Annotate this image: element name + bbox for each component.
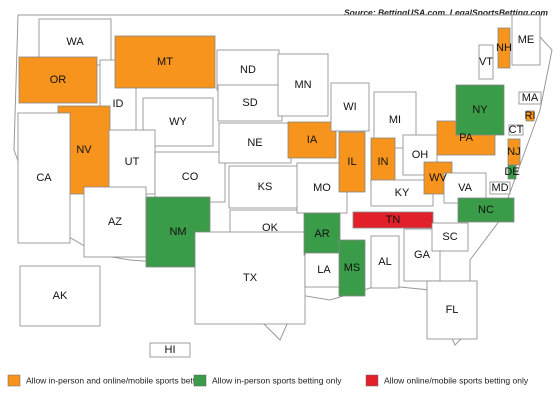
state-label: PA [459, 132, 474, 144]
state-label: WI [343, 101, 356, 113]
state-label: KY [395, 187, 410, 199]
state [518, 91, 542, 105]
state-label: NJ [507, 146, 520, 158]
state-label: NV [76, 144, 92, 156]
state [194, 231, 306, 325]
state-label: SC [442, 231, 457, 243]
state-label: NM [169, 226, 186, 238]
state-label: MT [157, 56, 173, 68]
state-label: VT [479, 56, 493, 68]
state-label: TN [386, 214, 401, 226]
state [525, 110, 535, 122]
state [277, 53, 329, 117]
state-label: MD [491, 182, 508, 194]
state-label: MA [522, 92, 539, 104]
state [497, 27, 511, 69]
state-label: MI [389, 114, 401, 126]
state-label: OH [412, 149, 429, 161]
state-label: WA [66, 36, 84, 48]
state-label: WY [169, 116, 187, 128]
state-label: RI [525, 110, 536, 122]
state [304, 252, 344, 288]
state [17, 112, 71, 244]
state-label: FL [446, 304, 459, 316]
state-label: NE [247, 137, 262, 149]
state-label: NY [472, 104, 488, 116]
legend-swatch [365, 374, 379, 387]
state [352, 211, 434, 229]
state-label: OK [262, 222, 279, 234]
state-label: AK [53, 290, 68, 302]
state [217, 84, 283, 122]
legend-label: Allow in-person and online/mobile sports… [26, 375, 207, 385]
state-label: HI [165, 344, 176, 356]
state-label: AR [314, 228, 329, 240]
state [426, 280, 478, 340]
state [218, 122, 292, 164]
state-label: GA [414, 249, 431, 261]
state-label: KS [258, 181, 273, 193]
state-label: LA [317, 264, 331, 276]
state [108, 129, 156, 195]
state-label: AL [378, 256, 391, 268]
state-label: IL [347, 156, 356, 168]
state [330, 82, 370, 132]
state-label: ND [240, 64, 256, 76]
state [114, 35, 216, 89]
state [455, 84, 505, 136]
state [228, 165, 302, 209]
state [18, 56, 98, 104]
state-label: IN [378, 156, 389, 168]
state [507, 164, 517, 180]
state-label: AZ [108, 216, 122, 228]
state-label: ID [113, 98, 124, 110]
state [287, 121, 337, 159]
state [338, 131, 366, 193]
state [19, 265, 101, 327]
source: Source: BettingUSA.com, LegalSportsBetti… [344, 7, 548, 17]
legend-label: Allow in-person sports betting only [212, 375, 342, 385]
state [511, 14, 541, 66]
state [370, 235, 400, 289]
state-label: UT [125, 156, 140, 168]
state-label: DE [504, 166, 519, 178]
state-label: OR [50, 74, 67, 86]
state [431, 222, 469, 252]
state-label: MS [344, 262, 361, 274]
state [478, 44, 494, 80]
state-label: CT [509, 124, 524, 136]
state-label: CO [182, 171, 199, 183]
state-label: MO [313, 182, 331, 194]
state-label: ME [518, 34, 535, 46]
state-label: SD [242, 97, 257, 109]
state [489, 181, 511, 195]
state-label: CA [36, 172, 52, 184]
state [216, 49, 280, 91]
state [457, 197, 515, 223]
state [508, 124, 524, 136]
state-label: IA [307, 134, 318, 146]
state-label: VA [458, 182, 473, 194]
legend-label: Allow online/mobile sports betting only [384, 375, 529, 385]
state-label: NH [496, 42, 512, 54]
state [338, 239, 366, 297]
state-label: TX [243, 272, 258, 284]
state-label: WV [429, 172, 447, 184]
state-label: NC [478, 204, 494, 216]
legend-swatch [7, 374, 21, 387]
state [149, 342, 191, 358]
state-label: MN [294, 79, 311, 91]
legend-swatch [193, 374, 207, 387]
